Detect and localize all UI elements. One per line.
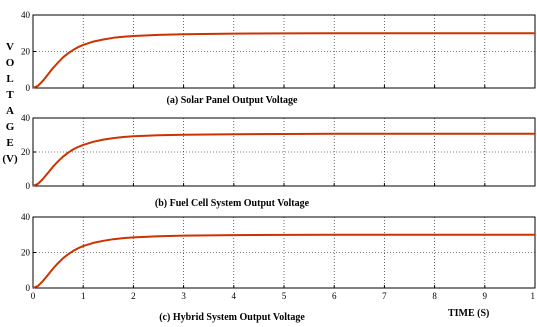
panel-caption: (a) Solar Panel Output Voltage bbox=[167, 95, 298, 106]
x-tick-label: 5 bbox=[282, 291, 287, 301]
x-tick-label: 7 bbox=[382, 291, 387, 301]
x-tick-label: 8 bbox=[432, 291, 437, 301]
y-tick-label: 20 bbox=[21, 248, 31, 258]
y-tick-label: 0 bbox=[26, 181, 31, 191]
y-axis-label-letter: E bbox=[6, 137, 13, 149]
y-tick-label: 20 bbox=[21, 47, 31, 57]
x-axis-label: TIME (S) bbox=[448, 308, 489, 319]
y-axis-label-letter: L bbox=[6, 73, 13, 85]
y-axis-label-letter: T bbox=[6, 89, 14, 101]
y-axis-label-letter: (V) bbox=[2, 153, 18, 165]
chart-panel-2: 0 20 40 (b) Fuel Cell System Output Voltage bbox=[21, 113, 536, 209]
y-tick-label: 40 bbox=[21, 10, 31, 20]
panel-caption: (c) Hybrid System Output Voltage bbox=[159, 312, 305, 323]
y-axis-label-letter: O bbox=[6, 57, 15, 69]
y-tick-label: 0 bbox=[26, 283, 31, 293]
y-tick-label: 20 bbox=[21, 147, 31, 157]
x-tick-label: 3 bbox=[181, 291, 186, 301]
y-axis-label-letter: G bbox=[6, 121, 15, 133]
y-axis-label-letter: V bbox=[6, 41, 14, 53]
x-tick-label: 6 bbox=[332, 291, 337, 301]
series-line bbox=[32, 32, 535, 89]
x-tick-label: 1 bbox=[531, 291, 536, 301]
x-tick-label: 2 bbox=[131, 291, 136, 301]
series-line bbox=[32, 132, 535, 187]
y-tick-label: 40 bbox=[21, 113, 31, 123]
x-tick-label: 0 bbox=[31, 291, 36, 301]
x-tick-label: 1 bbox=[81, 291, 86, 301]
y-tick-label: 0 bbox=[26, 83, 31, 93]
y-axis-label-letter: A bbox=[6, 105, 14, 117]
y-tick-label: 40 bbox=[21, 212, 31, 222]
panel-caption: (b) Fuel Cell System Output Voltage bbox=[155, 198, 310, 209]
series-line bbox=[32, 233, 535, 289]
x-tick-label: 9 bbox=[483, 291, 488, 301]
chart-panel-1: 0 20 40 (a) Solar Panel Output Voltage bbox=[21, 10, 536, 106]
x-tick-label: 4 bbox=[232, 291, 237, 301]
chart-panel-3: 0 20 40 0 1 2 3 4 5 6 7 8 9 1 (c) Hybrid System Output… bbox=[21, 212, 536, 323]
